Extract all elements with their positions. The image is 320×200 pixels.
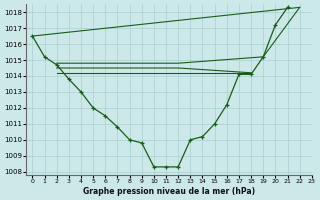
X-axis label: Graphe pression niveau de la mer (hPa): Graphe pression niveau de la mer (hPa): [83, 187, 255, 196]
